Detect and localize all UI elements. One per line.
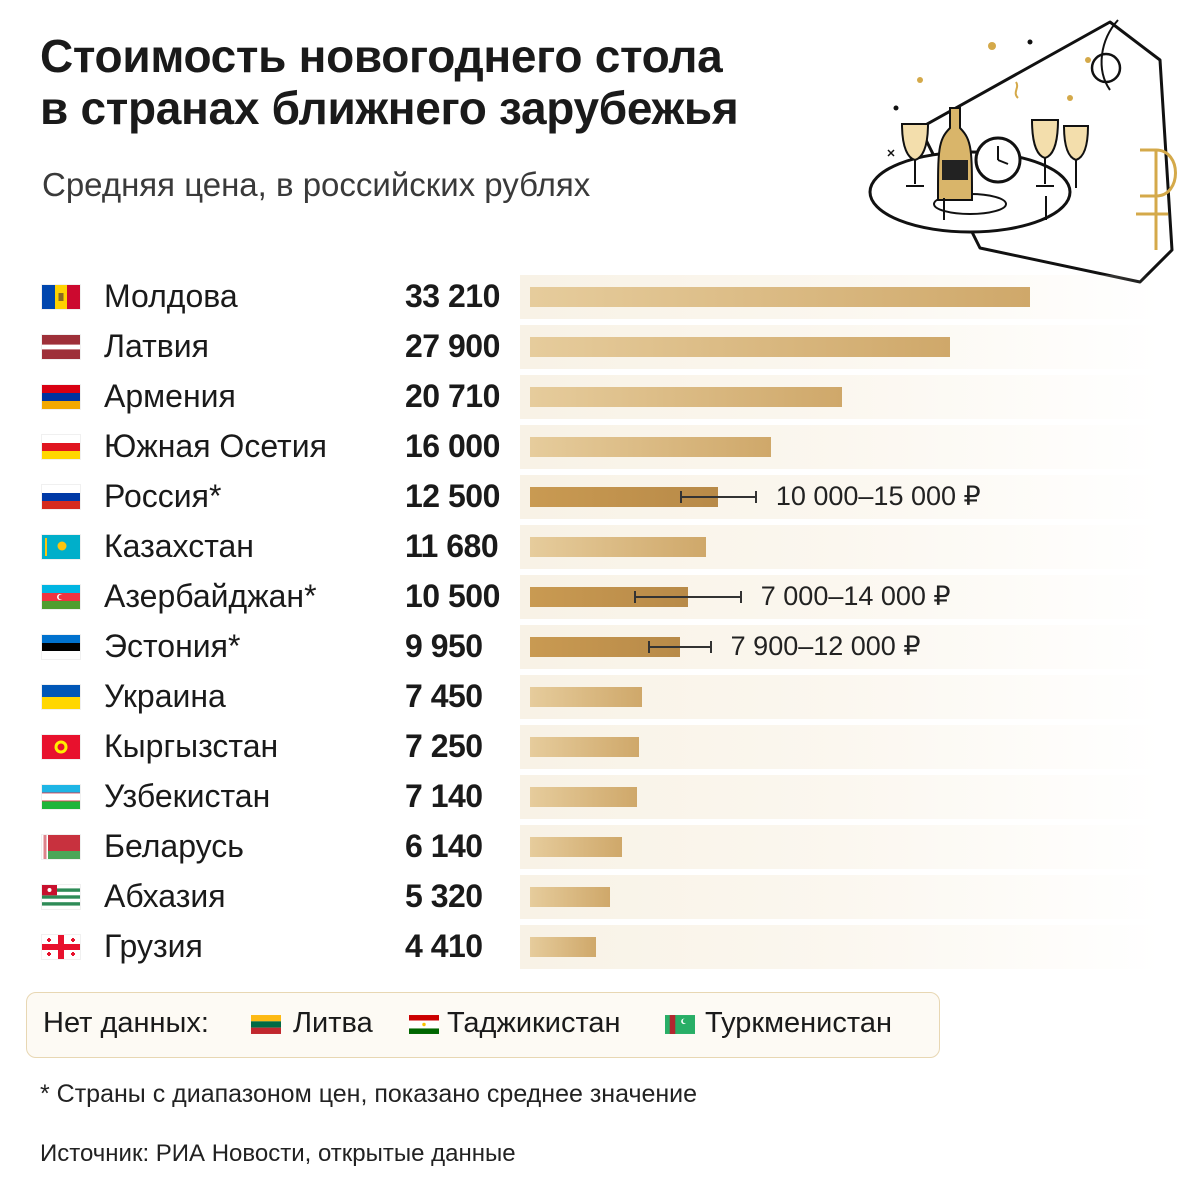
bar [530,687,643,707]
country-label: Молдова [104,278,238,314]
value-label: 5 320 [405,878,483,914]
country-label: Беларусь [104,828,244,864]
bar [530,937,597,957]
festive-table-illustration-icon [868,19,1177,284]
chart-title: Стоимость новогоднего стола в странах бл… [40,30,739,134]
row-background [520,825,1160,869]
bar [530,787,638,807]
country-label: Абхазия [104,878,226,914]
latvia-flag-icon [42,335,80,359]
bar [530,587,689,607]
no-data-box: Нет данных: Литва Таджикистан Туркменист… [26,992,940,1058]
ukraine-flag-icon [42,685,80,709]
range-whisker [635,596,741,598]
bar [530,487,719,507]
no-data-country: Литва [293,1007,373,1039]
chart-subtitle: Средняя цена, в российских рублях [42,166,591,203]
russia-flag-icon [42,485,80,509]
value-label: 9 950 [405,628,483,664]
range-cap-high [754,491,757,503]
country-label: Россия* [104,478,222,514]
uzbekistan-flag-icon [42,785,80,809]
country-label: Азербайджан* [104,578,317,614]
country-label: Армения [104,378,236,414]
no-data-country: Туркменистан [705,1007,892,1039]
range-cap-low [679,491,682,503]
range-label: 10 000–15 000 ₽ [775,481,981,511]
bar [530,837,623,857]
country-label: Южная Осетия [104,428,327,464]
title-line-1: Стоимость новогоднего стола [40,30,723,82]
value-label: 12 500 [405,478,500,514]
bar [530,387,842,407]
no-data-label: Нет данных: [43,1007,209,1039]
range-label: 7 900–12 000 ₽ [730,631,921,661]
value-label: 27 900 [405,328,500,364]
value-label: 33 210 [405,278,500,314]
bar [530,437,771,457]
value-label: 10 500 [405,578,500,614]
source-note: Источник: РИА Новости, открытые данные [40,1140,516,1167]
bar [530,337,951,357]
row-background [520,875,1160,919]
armenia-flag-icon [42,385,80,409]
country-label: Казахстан [104,528,254,564]
range-label: 7 000–14 000 ₽ [760,581,951,611]
range-cap-high [709,641,712,653]
value-label: 7 140 [405,778,483,814]
country-label: Кыргызстан [104,728,279,764]
georgia-flag-icon [42,935,80,959]
tajikistan-flag-icon [409,1015,439,1034]
range-whisker [648,646,711,648]
country-label: Грузия [104,928,203,964]
turkmenistan-flag-icon [665,1015,695,1034]
bar [530,637,680,657]
range-cap-low [634,591,637,603]
moldova-flag-icon [42,285,80,309]
range-cap-low [647,641,650,653]
country-label: Эстония* [104,628,241,664]
range-whisker [680,496,756,498]
value-label: 11 680 [405,528,499,564]
value-label: 4 410 [405,928,483,964]
bar [530,737,640,757]
value-label: 7 450 [405,678,483,714]
belarus-flag-icon [42,835,80,859]
value-label: 7 250 [405,728,483,764]
kyrgyzstan-flag-icon [42,735,80,759]
kazakhstan-flag-icon [42,535,80,559]
no-data-country: Таджикистан [447,1007,621,1039]
bar [530,887,611,907]
country-label: Узбекистан [104,778,271,814]
estonia-flag-icon [42,635,80,659]
azerbaijan-flag-icon [42,585,80,609]
bar [530,287,1030,307]
title-line-2: в странах ближнего зарубежья [40,82,739,134]
south-ossetia-flag-icon [42,435,80,459]
value-label: 6 140 [405,828,483,864]
bar [530,537,706,557]
country-label: Латвия [104,328,209,364]
value-label: 20 710 [405,378,500,414]
row-background [520,925,1160,969]
range-cap-high [739,591,742,603]
value-label: 16 000 [405,428,500,464]
country-label: Украина [104,678,226,714]
abkhazia-flag-icon [42,885,80,909]
lithuania-flag-icon [251,1015,281,1034]
footnote: * Страны с диапазоном цен, показано сред… [40,1080,698,1108]
